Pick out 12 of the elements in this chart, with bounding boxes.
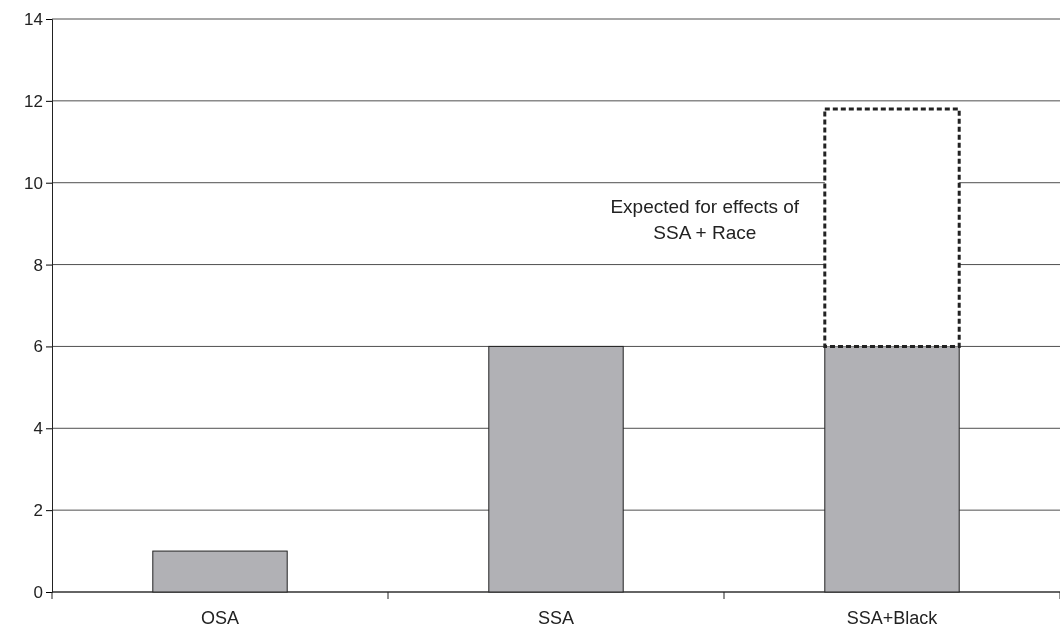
y-tick-label: 12 (24, 91, 43, 111)
y-tick-label: 10 (24, 173, 43, 193)
y-tick-label: 4 (33, 419, 43, 439)
y-tick-label: 2 (33, 501, 43, 521)
y-tick-label: 6 (33, 337, 43, 357)
annotation: Expected for effects of SSA + Race (610, 195, 800, 243)
y-tick-label: 14 (24, 9, 43, 29)
y-tick-label: 0 (33, 582, 43, 602)
x-tick-label: SSA+Black (846, 608, 939, 628)
x-tick-label: OSA (200, 608, 240, 628)
y-tick-label: 8 (33, 255, 43, 275)
x-tick-label: SSA (537, 608, 575, 628)
